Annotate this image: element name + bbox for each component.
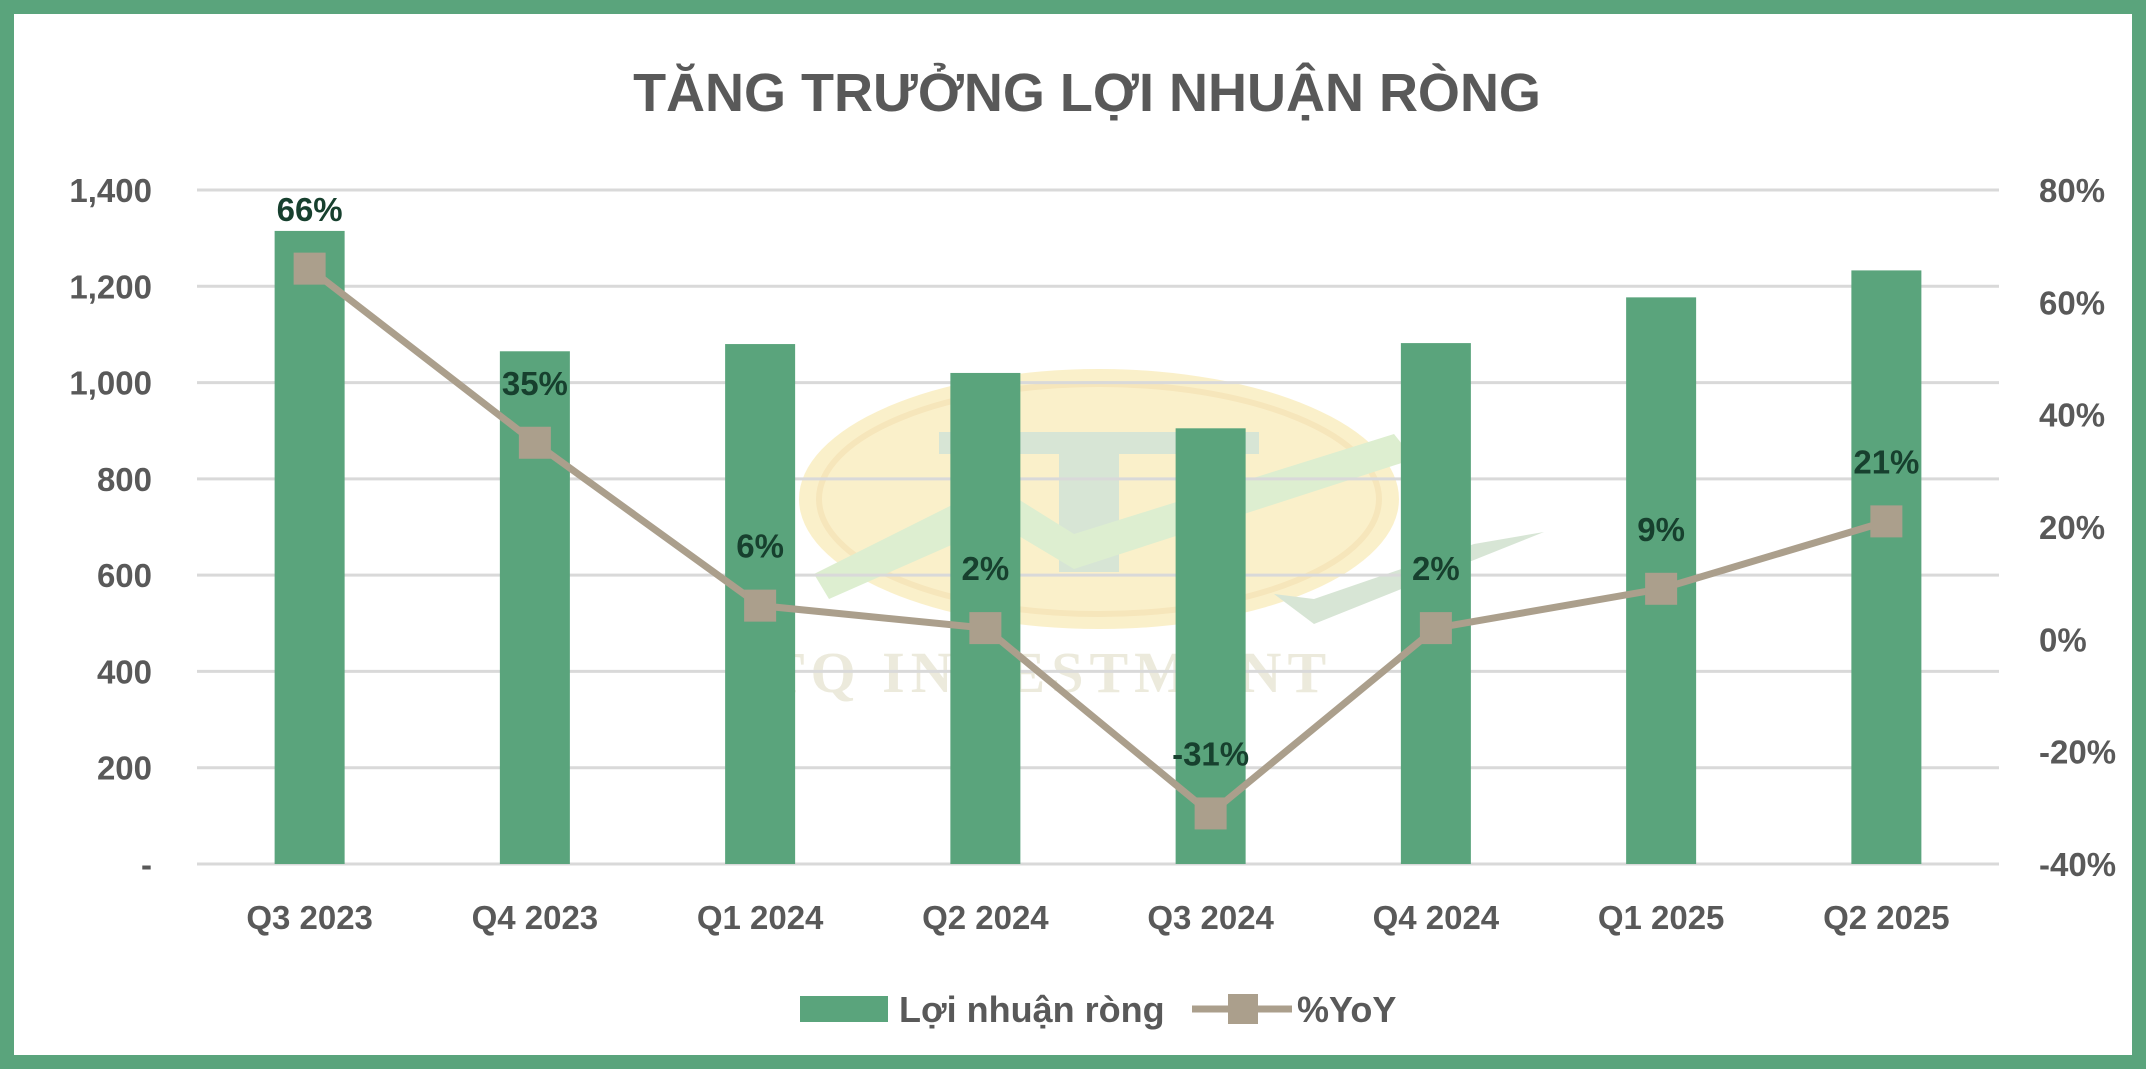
left-tick-label: 1,000 (69, 365, 152, 402)
yoy-data-label: -31% (1172, 735, 1249, 772)
left-tick-label: 1,400 (69, 172, 152, 209)
right-tick-label: 80% (2039, 172, 2105, 209)
chart-svg: TQ INVESTMENT 66%35%6%2%-31%2%9%21% -200… (69, 62, 2116, 1030)
yoy-data-label: 2% (1412, 550, 1460, 587)
bar (1851, 270, 1922, 864)
right-tick-label: 20% (2039, 509, 2105, 546)
right-axis: -40% -20% 0% 20% 40% 60% 80% (2039, 172, 2116, 883)
x-tick-label: Q1 2025 (1598, 899, 1725, 936)
yoy-data-label: 9% (1637, 511, 1685, 548)
yoy-marker (1194, 797, 1227, 830)
left-tick-label: - (141, 846, 152, 883)
line-markers (293, 252, 1903, 830)
left-tick-label: 800 (97, 461, 152, 498)
right-tick-label: 40% (2039, 397, 2105, 434)
x-tick-label: Q1 2024 (697, 899, 824, 936)
right-tick-label: 60% (2039, 284, 2105, 321)
yoy-marker (969, 612, 1002, 645)
legend: Lợi nhuận ròng %YoY (800, 989, 1396, 1030)
right-tick-label: -40% (2039, 846, 2116, 883)
bar (274, 230, 345, 864)
x-tick-label: Q3 2024 (1147, 899, 1274, 936)
legend-swatch-marker (1228, 994, 1258, 1024)
yoy-data-label: 2% (962, 550, 1010, 587)
left-tick-label: 600 (97, 557, 152, 594)
data-labels: 66% 35% 6% 2% -31% 2% 9% 21% (277, 191, 1920, 773)
chart-title: TĂNG TRƯỞNG LỢI NHUẬN RÒNG (633, 62, 1541, 123)
right-tick-label: -20% (2039, 734, 2116, 771)
gridlines (197, 188, 1999, 866)
left-axis: - 200 400 600 800 1,000 1,200 1,400 (69, 172, 152, 883)
line-series (307, 265, 1888, 817)
x-tick-label: Q2 2024 (922, 899, 1049, 936)
left-tick-label: 1,200 (69, 268, 152, 305)
legend-swatch-bar (800, 996, 888, 1022)
yoy-data-label: 35% (502, 365, 568, 402)
yoy-data-label: 21% (1853, 443, 1919, 480)
left-tick-label: 200 (97, 750, 152, 787)
x-tick-label: Q4 2024 (1373, 899, 1500, 936)
yoy-line (307, 265, 1888, 817)
legend-label-line: %YoY (1297, 989, 1396, 1030)
yoy-marker (1870, 505, 1903, 538)
yoy-marker (1419, 612, 1452, 645)
yoy-marker (744, 589, 777, 622)
yoy-marker (518, 426, 551, 459)
yoy-data-label: 6% (736, 528, 784, 565)
x-tick-label: Q4 2023 (472, 899, 599, 936)
bar (1400, 343, 1471, 864)
yoy-data-label: 66% (277, 191, 343, 228)
yoy-marker (293, 252, 326, 285)
yoy-marker (1645, 572, 1678, 605)
x-tick-label: Q3 2023 (246, 899, 373, 936)
left-tick-label: 400 (97, 653, 152, 690)
legend-label-bar: Lợi nhuận ròng (899, 989, 1165, 1030)
right-tick-label: 0% (2039, 621, 2087, 658)
x-axis: Q3 2023 Q4 2023 Q1 2024 Q2 2024 Q3 2024 Q4 20… (246, 899, 1949, 936)
x-tick-label: Q2 2025 (1823, 899, 1950, 936)
